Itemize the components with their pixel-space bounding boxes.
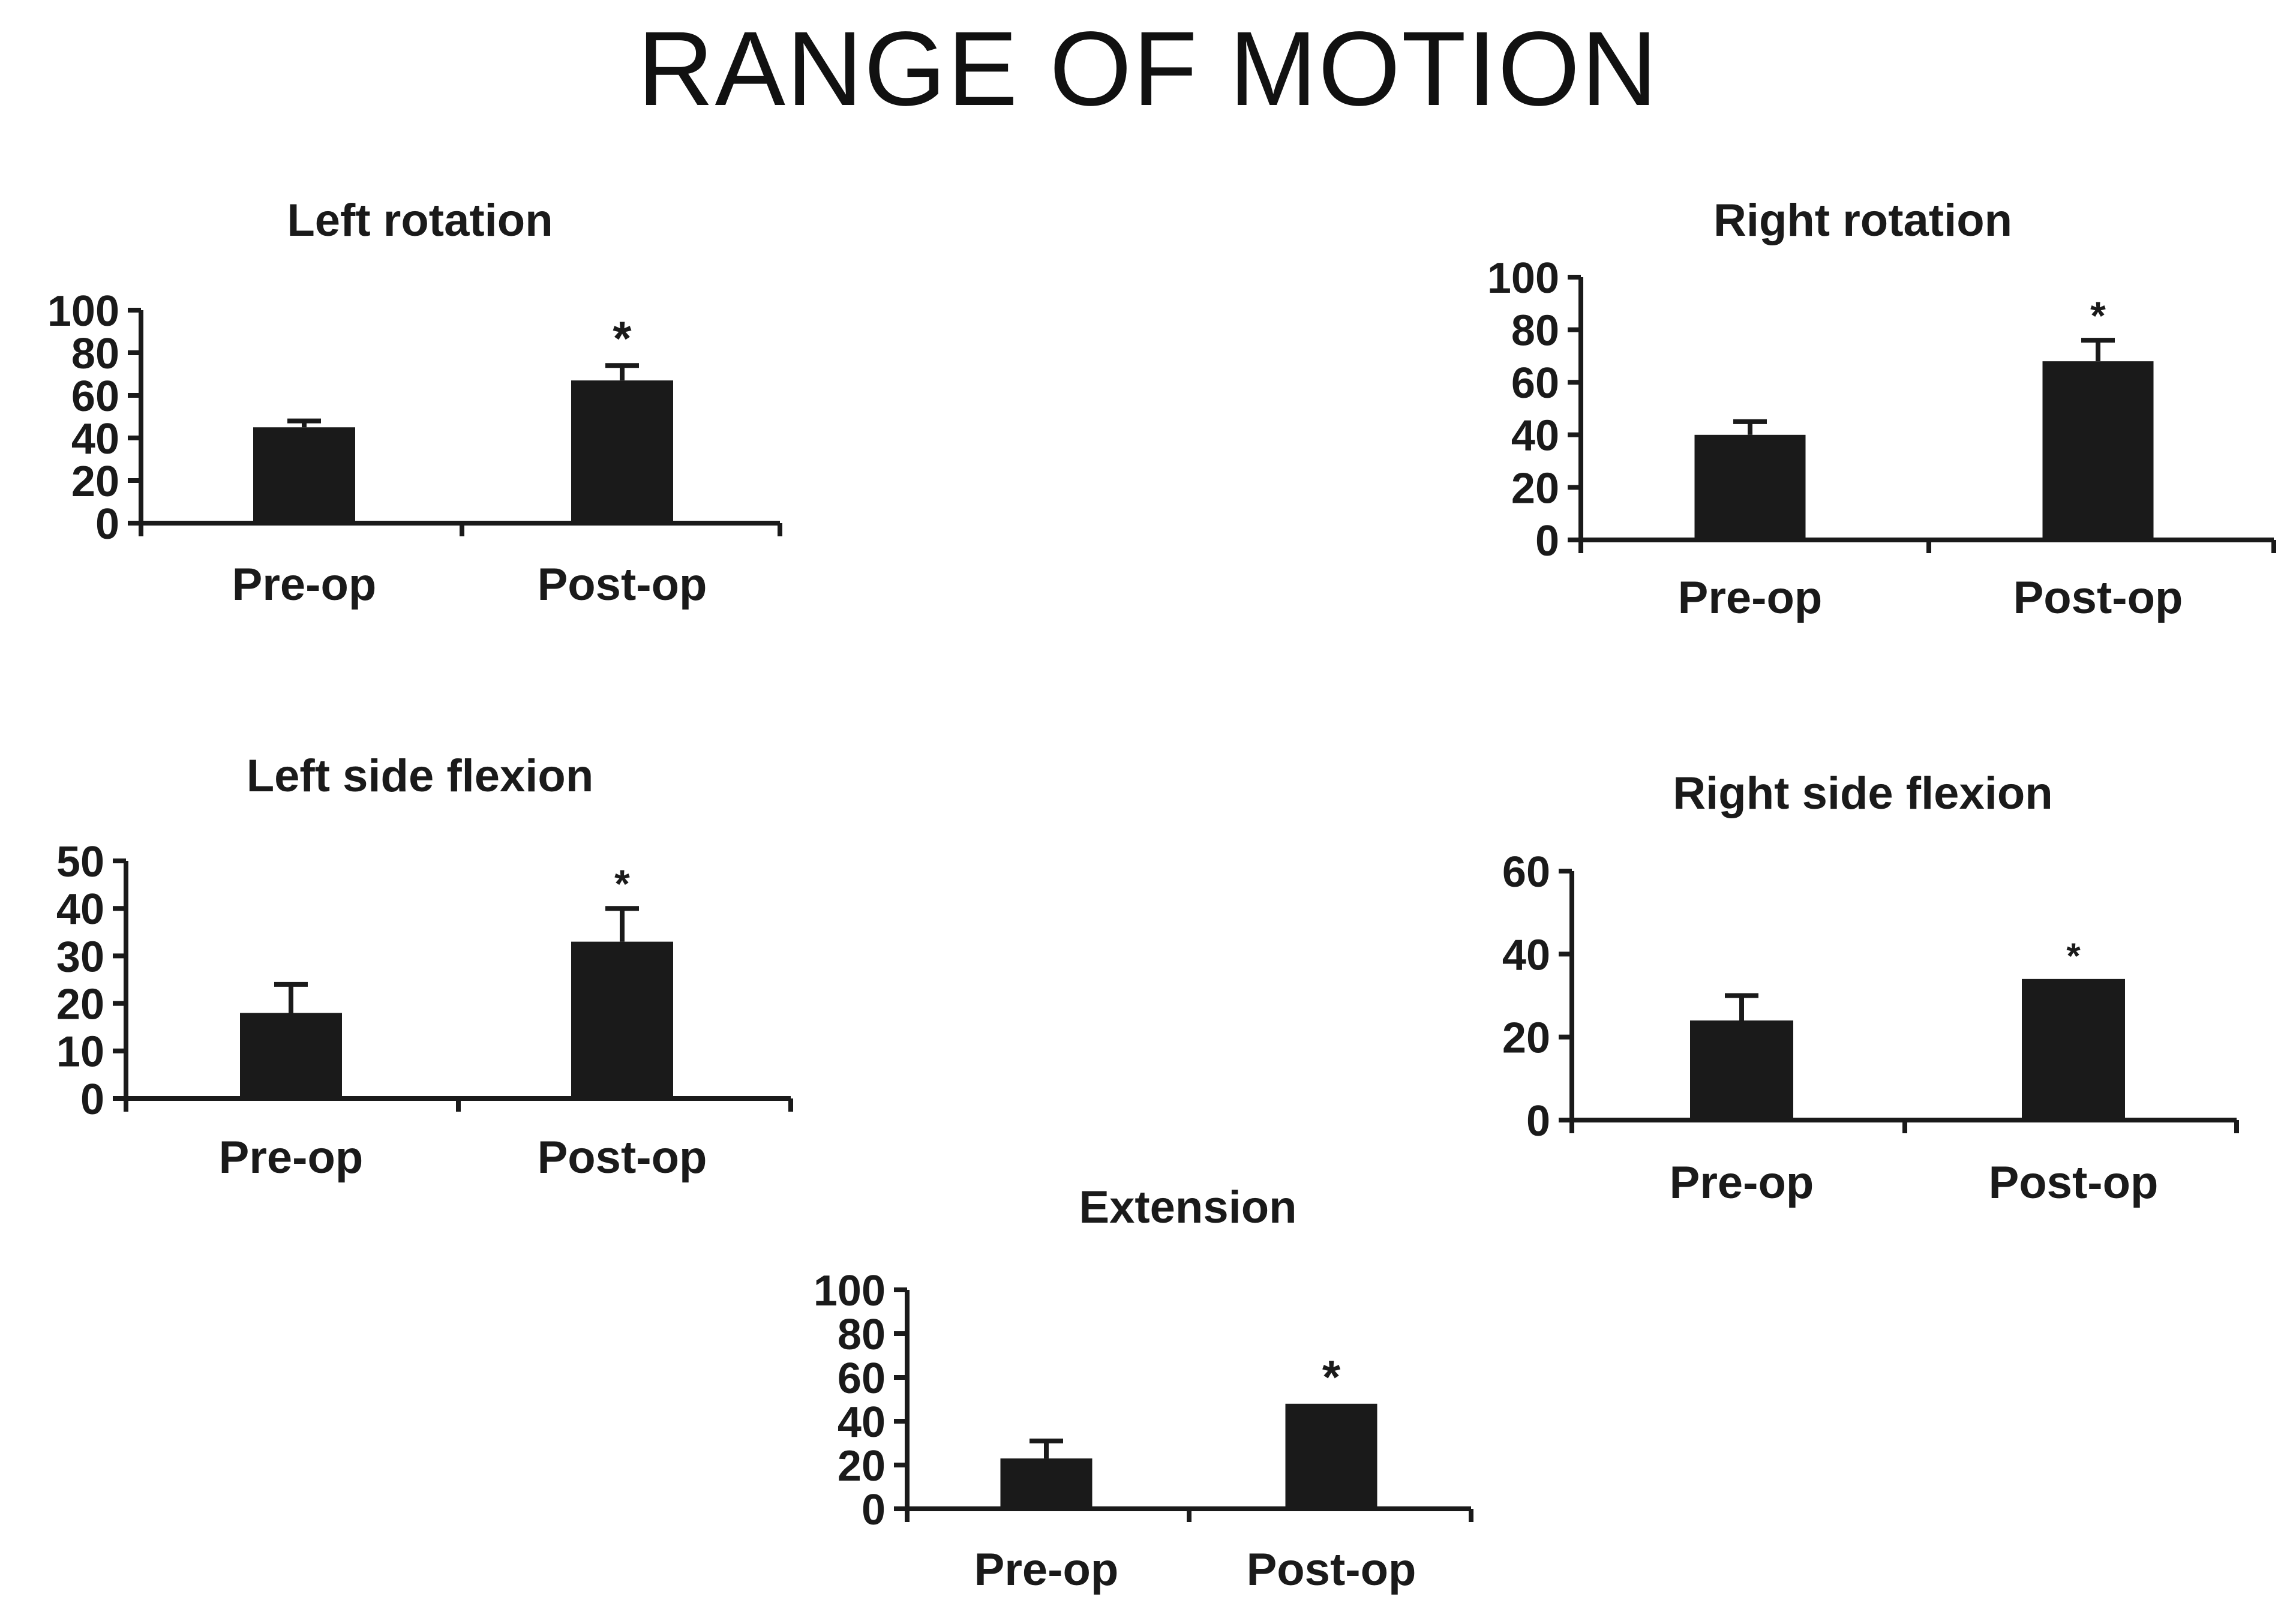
y-tick-label: 20 bbox=[56, 981, 104, 1029]
y-tick-label: 40 bbox=[71, 415, 119, 463]
chart-title: Right rotation bbox=[1713, 195, 2013, 246]
y-tick-label: 60 bbox=[838, 1355, 886, 1403]
significance-star: * bbox=[1322, 1350, 1341, 1403]
category-label: Pre-op bbox=[974, 1544, 1119, 1595]
chart-extension: Extension Pre-op * Post-op 0 20 40 60 80 100 bbox=[750, 1164, 1530, 1612]
category-label: Pre-op bbox=[1670, 1157, 1814, 1208]
chart-svg: Pre-op * Post-op 0 20 40 60 bbox=[1502, 848, 2239, 1208]
y-tick-label: 20 bbox=[71, 458, 119, 506]
y-tick-label: 20 bbox=[838, 1442, 886, 1490]
y-tick-label: 80 bbox=[71, 330, 119, 378]
y-tick-label: 60 bbox=[1511, 359, 1559, 407]
bar-pre-op bbox=[1690, 1020, 1793, 1120]
bar-pre-op bbox=[253, 427, 355, 523]
significance-star: * bbox=[613, 311, 632, 365]
y-tick-label: 40 bbox=[56, 885, 104, 933]
bar-post-op bbox=[571, 380, 673, 523]
y-tick-label: 20 bbox=[1502, 1014, 1550, 1062]
chart-title: Right side flexion bbox=[1673, 768, 2053, 819]
category-label: Post-op bbox=[1247, 1544, 1416, 1595]
chart-title: Extension bbox=[1079, 1182, 1297, 1233]
y-tick-label: 0 bbox=[1535, 517, 1559, 565]
bar-post-op bbox=[2042, 361, 2154, 540]
y-tick-label: 40 bbox=[838, 1398, 886, 1446]
significance-star: * bbox=[2090, 293, 2106, 338]
y-tick-label: 0 bbox=[95, 500, 119, 548]
y-tick-label: 60 bbox=[71, 373, 119, 421]
chart-left-rotation: Left rotation Pre-op * Post-op 0 20 40 60 80 100 bbox=[0, 180, 792, 636]
category-label: Pre-op bbox=[232, 559, 377, 610]
y-tick-label: 40 bbox=[1511, 412, 1559, 460]
chart-right-side-flexion: Right side flexion Pre-op * Post-op 0 20 40 60 bbox=[1440, 747, 2296, 1221]
category-label: Post-op bbox=[2013, 572, 2183, 623]
y-tick-label: 100 bbox=[814, 1267, 886, 1315]
bar-pre-op bbox=[1000, 1458, 1093, 1509]
category-label: Post-op bbox=[538, 559, 707, 610]
y-tick-label: 100 bbox=[47, 287, 119, 335]
y-tick-label: 0 bbox=[862, 1486, 886, 1534]
significance-star: * bbox=[2066, 936, 2081, 976]
y-tick-label: 80 bbox=[1511, 307, 1559, 355]
y-tick-label: 80 bbox=[838, 1311, 886, 1359]
y-tick-label: 100 bbox=[1487, 254, 1559, 302]
category-label: Post-op bbox=[538, 1132, 707, 1183]
bar-pre-op bbox=[1694, 434, 1806, 540]
bar-post-op bbox=[2022, 978, 2125, 1120]
chart-title: Left side flexion bbox=[246, 751, 594, 802]
y-tick-label: 50 bbox=[56, 838, 104, 886]
y-tick-label: 0 bbox=[1526, 1097, 1550, 1145]
bar-pre-op bbox=[240, 1013, 342, 1098]
y-tick-label: 60 bbox=[1502, 848, 1550, 896]
y-tick-label: 30 bbox=[56, 933, 104, 981]
significance-star: * bbox=[614, 861, 630, 906]
y-tick-label: 40 bbox=[1502, 931, 1550, 979]
category-label: Pre-op bbox=[219, 1132, 364, 1183]
category-label: Pre-op bbox=[1678, 572, 1823, 623]
page-title: RANGE OF MOTION bbox=[637, 10, 1659, 128]
y-tick-label: 10 bbox=[56, 1028, 104, 1076]
chart-left-side-flexion: Left side flexion Pre-op * Post-op 0 10 20 30 4… bbox=[0, 729, 804, 1197]
chart-title: Left rotation bbox=[287, 195, 553, 246]
chart-right-rotation: Right rotation Pre-op * Post-op 0 20 40 60 80 10… bbox=[1434, 180, 2296, 660]
y-tick-label: 20 bbox=[1511, 464, 1559, 512]
category-label: Post-op bbox=[1989, 1157, 2159, 1208]
bar-post-op bbox=[571, 941, 673, 1098]
y-tick-label: 0 bbox=[80, 1076, 104, 1124]
bar-post-op bbox=[1285, 1403, 1377, 1509]
